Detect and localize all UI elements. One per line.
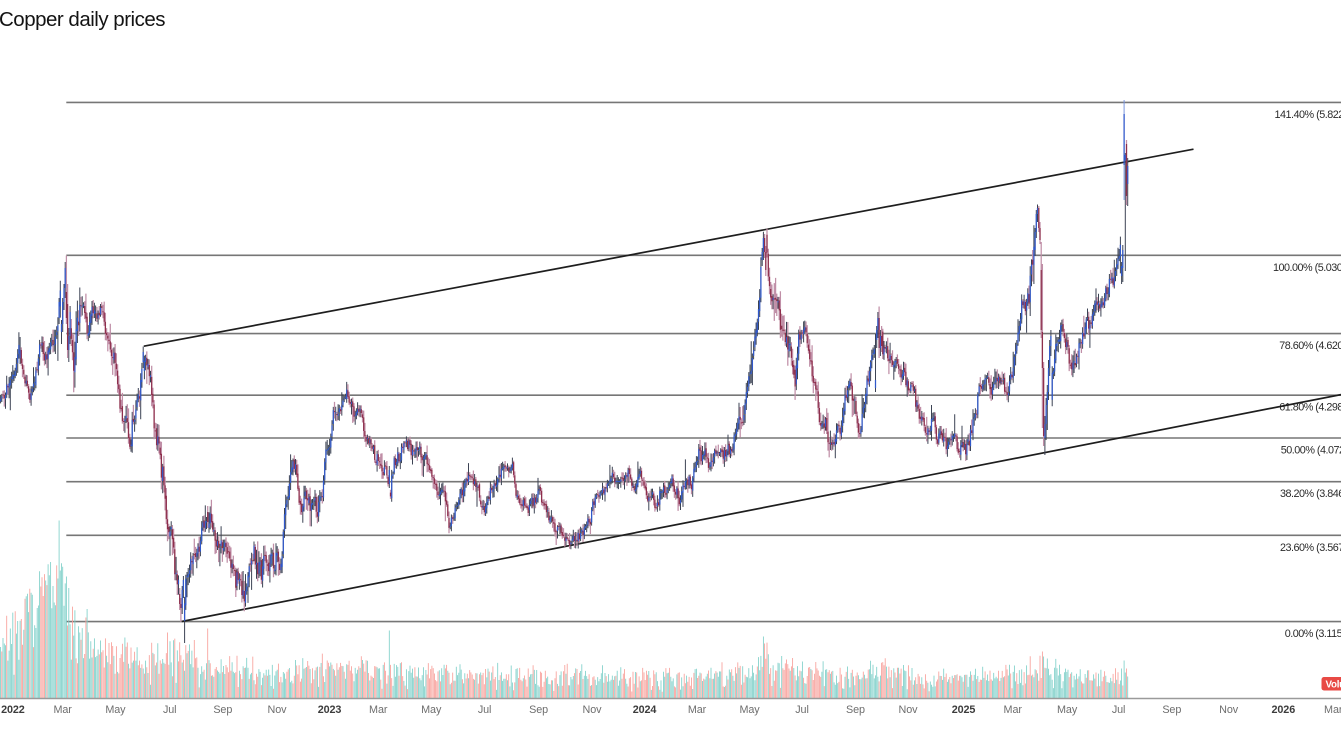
- svg-text:2025: 2025: [952, 704, 976, 716]
- svg-text:Jul: Jul: [478, 704, 492, 716]
- svg-text:Nov: Nov: [899, 704, 919, 716]
- svg-text:Mar: Mar: [688, 704, 707, 716]
- svg-text:Mar: Mar: [1324, 704, 1341, 716]
- svg-text:2023: 2023: [318, 704, 342, 716]
- svg-text:0.00% (3.1155): 0.00% (3.1155): [1285, 628, 1341, 640]
- svg-text:2024: 2024: [633, 704, 657, 716]
- svg-text:Nov: Nov: [583, 704, 603, 716]
- svg-text:May: May: [421, 704, 442, 716]
- svg-text:38.20% (3.8467): 38.20% (3.8467): [1280, 488, 1341, 500]
- svg-text:Sep: Sep: [213, 704, 232, 716]
- svg-text:78.60% (4.6207): 78.60% (4.6207): [1279, 340, 1341, 352]
- svg-text:May: May: [1057, 704, 1078, 716]
- svg-text:2026: 2026: [1271, 704, 1295, 716]
- svg-text:Sep: Sep: [846, 704, 865, 716]
- svg-text:Copper daily prices: Copper daily prices: [0, 8, 165, 31]
- svg-text:Nov: Nov: [268, 704, 288, 716]
- svg-text:May: May: [105, 704, 126, 716]
- svg-text:Mar: Mar: [369, 704, 388, 716]
- svg-text:May: May: [739, 704, 760, 716]
- svg-text:Volume: Volume: [1326, 680, 1341, 691]
- svg-text:50.00% (4.0727): 50.00% (4.0727): [1281, 445, 1341, 457]
- svg-text:2022: 2022: [1, 704, 25, 716]
- svg-text:Jul: Jul: [163, 704, 177, 716]
- svg-text:61.80% (4.2987): 61.80% (4.2987): [1279, 402, 1341, 414]
- svg-text:Mar: Mar: [53, 704, 72, 716]
- svg-text:Sep: Sep: [529, 704, 548, 716]
- svg-text:Sep: Sep: [1162, 704, 1181, 716]
- svg-text:Mar: Mar: [1004, 704, 1023, 716]
- svg-text:141.40% (5.8226): 141.40% (5.8226): [1275, 109, 1341, 121]
- svg-text:Jul: Jul: [1112, 704, 1126, 716]
- svg-text:23.60% (3.5675): 23.60% (3.5675): [1280, 542, 1341, 554]
- svg-text:100.00% (5.0305): 100.00% (5.0305): [1273, 262, 1341, 274]
- svg-text:Nov: Nov: [1219, 704, 1239, 716]
- svg-text:Jul: Jul: [795, 704, 809, 716]
